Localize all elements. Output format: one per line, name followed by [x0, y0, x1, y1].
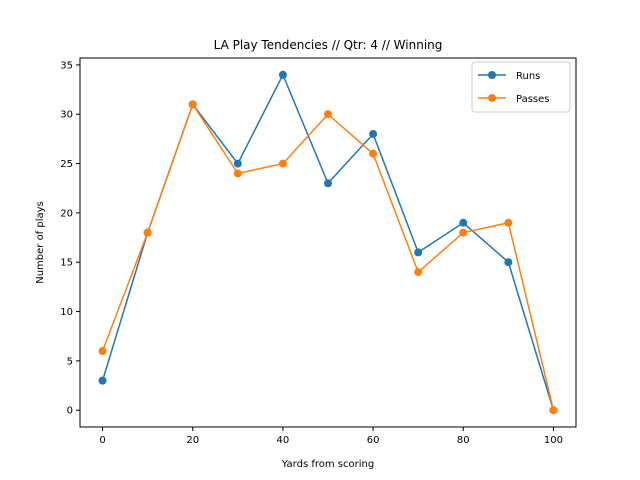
y-tick-label: 30 [60, 110, 73, 121]
runs-point [98, 376, 107, 385]
runs-point [369, 129, 378, 138]
passes-point [233, 169, 242, 178]
y-tick-label: 15 [60, 258, 73, 269]
markers-layer [98, 70, 558, 415]
runs-point [278, 70, 287, 79]
y-tick-label: 10 [60, 307, 73, 318]
passes-point [459, 228, 468, 237]
passes-point [549, 406, 558, 415]
y-tick-label: 5 [67, 356, 73, 367]
x-tick-label: 40 [277, 435, 290, 446]
runs-point [414, 248, 423, 257]
passes-point [324, 110, 332, 119]
legend-passes-label: Passes [516, 94, 550, 105]
runs-point [324, 179, 332, 188]
x-tick-label: 80 [457, 435, 470, 446]
legend: Runs Passes [471, 61, 571, 113]
passes-point [369, 149, 378, 158]
passes-point [98, 347, 107, 356]
x-tick-label: 100 [544, 435, 563, 446]
x-axis: 0 20 40 60 80 100 [99, 427, 563, 446]
legend-passes-marker [488, 94, 496, 102]
plot-frame [79, 57, 577, 428]
passes-point [143, 228, 152, 237]
x-axis-label: Yards from scoring [281, 459, 374, 470]
legend-runs-label: Runs [516, 71, 540, 82]
chart-title: LA Play Tendencies // Qtr: 4 // Winning [214, 38, 443, 52]
runs-point [459, 218, 468, 227]
passes-point [504, 218, 513, 227]
x-tick-label: 0 [99, 435, 105, 446]
y-tick-label: 0 [67, 406, 73, 417]
plot-area [79, 57, 577, 428]
y-axis: 0 5 10 15 20 25 30 35 [60, 60, 80, 417]
runs-point [233, 159, 242, 168]
passes-point [414, 268, 423, 277]
passes-point [278, 159, 287, 168]
runs-point [504, 258, 513, 267]
y-tick-label: 25 [60, 159, 73, 170]
legend-runs-marker [488, 71, 496, 79]
passes-point [188, 100, 197, 109]
x-tick-label: 60 [367, 435, 380, 446]
y-tick-label: 20 [60, 208, 73, 219]
y-axis-label: Number of plays [35, 201, 46, 284]
y-tick-label: 35 [60, 60, 73, 71]
x-tick-label: 20 [186, 435, 199, 446]
